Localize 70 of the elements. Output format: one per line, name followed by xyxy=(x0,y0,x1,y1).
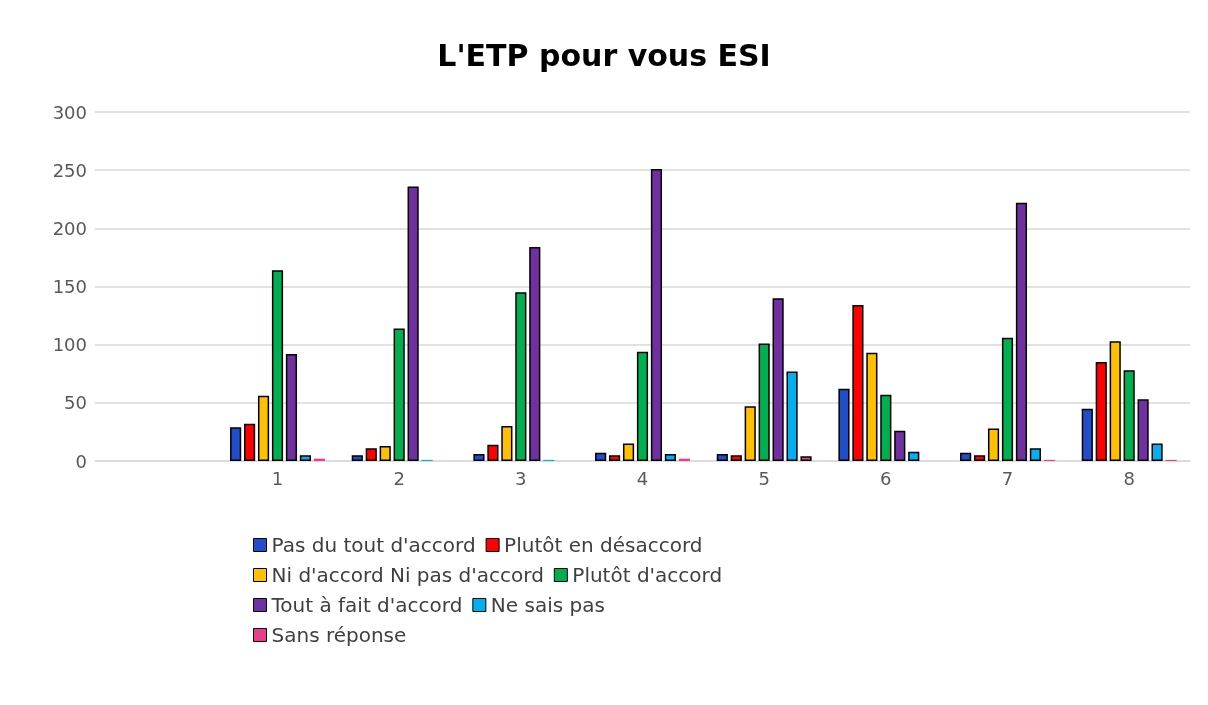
bar xyxy=(744,406,756,461)
bar xyxy=(1081,408,1093,461)
x-tick-label: 6 xyxy=(880,467,892,489)
y-tick-label: 100 xyxy=(52,334,87,356)
bar xyxy=(1095,362,1107,461)
x-tick-label: 2 xyxy=(393,467,405,489)
bar xyxy=(1109,341,1121,461)
chart-title: L'ETP pour vous ESI xyxy=(437,37,771,73)
bar xyxy=(487,444,499,461)
bar xyxy=(473,454,485,461)
bar xyxy=(852,305,864,461)
bar xyxy=(800,456,812,461)
x-tick-label: 5 xyxy=(758,467,770,489)
x-tick-label: 7 xyxy=(1001,467,1014,489)
bar xyxy=(1029,448,1041,461)
bar xyxy=(230,427,242,461)
x-tick-label: 4 xyxy=(636,467,649,489)
bar xyxy=(772,298,784,461)
bar xyxy=(257,395,270,461)
bar xyxy=(960,452,972,461)
bar xyxy=(894,430,906,461)
y-tick-label: 0 xyxy=(75,450,87,472)
legend-label: Tout à fait d'accord xyxy=(270,593,463,617)
bar xyxy=(866,352,878,461)
legend-label: Plutôt en désaccord xyxy=(504,533,703,557)
legend-label: Sans réponse xyxy=(271,623,407,647)
bar xyxy=(407,186,419,461)
bar xyxy=(636,351,649,461)
bar xyxy=(501,426,513,461)
bar xyxy=(365,448,377,461)
y-tick-label: 50 xyxy=(64,392,87,414)
y-tick-label: 150 xyxy=(52,276,87,297)
bar xyxy=(730,455,742,461)
bar xyxy=(758,343,770,461)
bar xyxy=(664,454,676,461)
bar xyxy=(1015,202,1028,461)
bar xyxy=(515,292,527,461)
bar xyxy=(285,353,298,461)
bar xyxy=(1123,370,1135,461)
bar xyxy=(595,452,607,461)
legend-label: Ni d'accord Ni pas d'accord xyxy=(271,563,544,587)
y-tick-label: 300 xyxy=(52,101,87,123)
bar xyxy=(379,445,391,461)
legend-label: Ne sais pas xyxy=(490,593,605,617)
bar xyxy=(393,328,405,461)
bar xyxy=(622,443,635,461)
bar xyxy=(609,455,621,461)
bar xyxy=(838,388,850,461)
bar xyxy=(987,428,1000,461)
bar xyxy=(1151,443,1163,461)
bar xyxy=(271,270,284,461)
bar xyxy=(786,371,798,461)
bar xyxy=(244,423,256,461)
bar xyxy=(1001,337,1014,461)
legend-label: Plutôt d'accord xyxy=(572,563,723,587)
bar xyxy=(351,455,363,461)
y-tick-label: 250 xyxy=(52,159,87,181)
bar xyxy=(650,169,663,461)
bar xyxy=(529,246,541,461)
x-tick-label: 3 xyxy=(515,467,527,489)
bar xyxy=(716,454,728,461)
bar xyxy=(880,394,892,461)
bar xyxy=(299,455,311,461)
bar xyxy=(974,455,986,461)
x-tick-label: 1 xyxy=(271,467,284,489)
bar xyxy=(908,451,920,461)
y-tick-label: 200 xyxy=(52,217,87,239)
legend-label: Pas du tout d'accord xyxy=(271,533,476,557)
x-tick-label: 8 xyxy=(1123,467,1135,489)
bar xyxy=(1137,399,1149,461)
